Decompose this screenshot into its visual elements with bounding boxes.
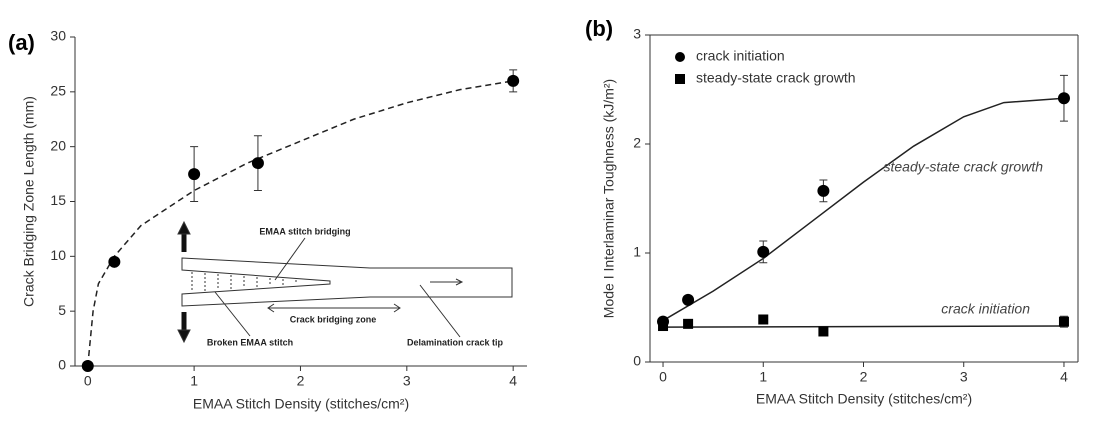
y-tick-label: 30 [50, 28, 66, 44]
y-tick-label: 10 [50, 247, 66, 263]
x-axis-label: EMAA Stitch Density (stitches/cm²) [193, 396, 409, 412]
point [682, 293, 695, 306]
legend-label: crack initiation [696, 48, 785, 64]
zone-arrow [267, 303, 401, 313]
x-tick-label: 2 [860, 369, 868, 385]
inset-label: Delamination crack tip [407, 337, 504, 347]
inset-diagram [177, 220, 513, 344]
x-tick-label: 2 [297, 373, 305, 389]
x-tick-label: 1 [190, 373, 198, 389]
point [683, 318, 694, 329]
y-axis-label: Mode I Interlaminar Toughness (kJ/m²) [601, 79, 617, 318]
point [757, 245, 770, 258]
arrow-head [177, 220, 191, 235]
point [1058, 316, 1069, 327]
point [507, 74, 520, 87]
y-tick-label: 5 [58, 302, 66, 318]
annotation: steady-state crack growth [883, 159, 1043, 175]
x-tick-label: 3 [403, 373, 411, 389]
x-tick-label: 3 [960, 369, 968, 385]
annotation: crack initiation [941, 301, 1030, 317]
panel-label: (a) [8, 30, 35, 55]
specimen [181, 257, 513, 307]
point [818, 326, 829, 337]
legend-marker [675, 52, 685, 62]
arrow-head [177, 329, 191, 344]
x-tick-label: 4 [509, 373, 517, 389]
leader-lines [214, 237, 461, 338]
y-tick-label: 0 [633, 353, 641, 369]
inset-label: Crack bridging zone [290, 314, 377, 324]
crack-arrow [430, 278, 464, 286]
y-tick-label: 20 [50, 137, 66, 153]
inset-label: EMAA stitch bridging [259, 226, 350, 236]
point [188, 168, 201, 181]
panel-label: (b) [585, 16, 613, 41]
fit-line [662, 97, 1065, 322]
legend-label: steady-state crack growth [696, 70, 856, 86]
y-tick-label: 1 [633, 244, 641, 260]
stitches [191, 272, 297, 292]
x-tick-label: 0 [84, 373, 92, 389]
point [758, 314, 769, 325]
y-tick-label: 3 [633, 26, 641, 42]
y-tick-label: 2 [633, 135, 641, 151]
y-axis-label: Crack Bridging Zone Length (mm) [21, 96, 37, 307]
point [81, 360, 94, 372]
x-tick-label: 1 [759, 369, 767, 385]
y-tick-label: 0 [58, 357, 66, 373]
fit-line [663, 325, 1064, 328]
point [817, 184, 830, 197]
point [108, 255, 121, 268]
x-tick-label: 0 [659, 369, 667, 385]
x-tick-label: 4 [1060, 369, 1068, 385]
y-tick-label: 15 [50, 192, 66, 208]
inset-label: Broken EMAA stitch [207, 337, 293, 347]
point [658, 321, 669, 332]
x-axis-label: EMAA Stitch Density (stitches/cm²) [756, 391, 972, 407]
point [251, 157, 264, 170]
legend-marker [675, 74, 685, 84]
point [1057, 92, 1070, 105]
y-tick-label: 25 [50, 83, 66, 99]
